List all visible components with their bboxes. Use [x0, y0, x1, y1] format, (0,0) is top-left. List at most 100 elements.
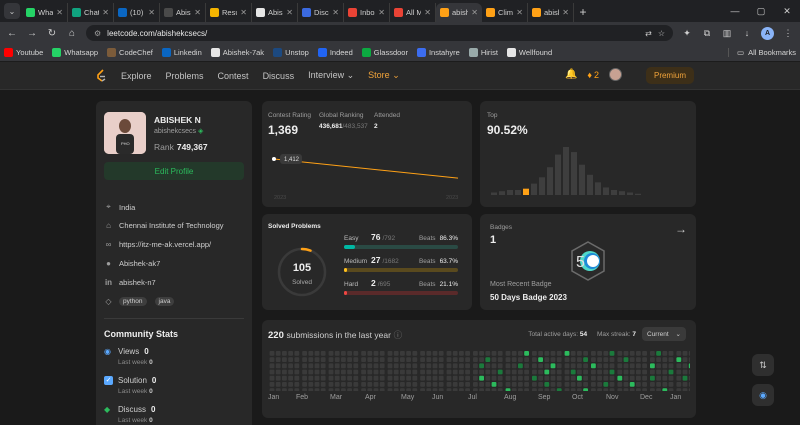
heatmap-cell[interactable]	[603, 388, 609, 391]
heatmap-cell[interactable]	[473, 369, 478, 375]
heatmap-cell[interactable]	[446, 375, 452, 381]
heatmap-cell[interactable]	[682, 375, 688, 381]
heatmap-cell[interactable]	[682, 351, 688, 356]
heatmap-cell[interactable]	[353, 363, 359, 369]
heatmap-cell[interactable]	[320, 375, 326, 381]
heatmap-cell[interactable]	[282, 357, 287, 362]
heatmap-cell[interactable]	[420, 351, 425, 356]
heatmap-cell[interactable]	[438, 375, 444, 381]
heatmap-cell[interactable]	[591, 388, 596, 391]
heatmap-cell[interactable]	[603, 357, 609, 362]
heatmap-cell[interactable]	[642, 382, 647, 387]
heatmap-cell[interactable]	[438, 382, 444, 387]
heatmap-cell[interactable]	[387, 388, 393, 391]
heatmap-cell[interactable]	[452, 363, 458, 369]
leetcode-logo-icon[interactable]	[95, 68, 107, 83]
heatmap-cell[interactable]	[426, 351, 432, 356]
heatmap-cell[interactable]	[341, 363, 346, 369]
bookmark-item[interactable]: Linkedin	[161, 48, 202, 57]
heatmap-cell[interactable]	[412, 375, 418, 381]
home-icon[interactable]: ⌂	[68, 27, 76, 39]
close-tab-icon[interactable]: ✕	[286, 8, 293, 17]
translate-icon[interactable]: ⇄	[645, 28, 652, 38]
streak-counter[interactable]: ♦ 2	[587, 70, 599, 80]
heatmap-cell[interactable]	[497, 369, 503, 375]
forward-icon[interactable]: →	[27, 27, 37, 39]
close-tab-icon[interactable]: ✕	[516, 8, 523, 17]
heatmap-cell[interactable]	[629, 351, 635, 356]
heatmap-cell[interactable]	[505, 375, 511, 381]
heatmap-cell[interactable]	[532, 369, 537, 375]
heatmap-cell[interactable]	[497, 351, 503, 356]
heatmap-cell[interactable]	[446, 351, 452, 356]
heatmap-cell[interactable]	[432, 369, 438, 375]
browser-tab[interactable]: Climb✕	[482, 3, 528, 22]
heatmap-cell[interactable]	[426, 363, 432, 369]
heatmap-cell[interactable]	[438, 351, 444, 356]
bookmark-item[interactable]: CodeChef	[107, 48, 153, 57]
heatmap-cell[interactable]	[459, 351, 464, 356]
heatmap-cell[interactable]	[269, 375, 275, 381]
heatmap-cell[interactable]	[269, 369, 275, 375]
heatmap-cell[interactable]	[556, 382, 562, 387]
heatmap-cell[interactable]	[636, 357, 641, 362]
heatmap-cell[interactable]	[577, 382, 582, 387]
heatmap-cell[interactable]	[314, 357, 320, 362]
heatmap-cell[interactable]	[609, 351, 615, 356]
heatmap-cell[interactable]	[491, 363, 497, 369]
heatmap-cell[interactable]	[524, 388, 529, 391]
heatmap-cell[interactable]	[556, 375, 562, 381]
heatmap-cell[interactable]	[623, 382, 629, 387]
heatmap-cell[interactable]	[353, 351, 359, 356]
heatmap-cell[interactable]	[459, 369, 464, 375]
heatmap-cell[interactable]	[334, 369, 340, 375]
heatmap-cell[interactable]	[302, 363, 307, 369]
heatmap-cell[interactable]	[438, 369, 444, 375]
heatmap-cell[interactable]	[353, 357, 359, 362]
bookmark-item[interactable]: Whatsapp	[52, 48, 98, 57]
heatmap-cell[interactable]	[544, 357, 550, 362]
heatmap-cell[interactable]	[497, 363, 503, 369]
heatmap-cell[interactable]	[636, 369, 641, 375]
heatmap-cell[interactable]	[603, 382, 609, 387]
browser-tab[interactable]: abishe✕	[528, 3, 574, 22]
heatmap-cell[interactable]	[379, 369, 385, 375]
heatmap-cell[interactable]	[347, 357, 352, 362]
heatmap-cell[interactable]	[636, 375, 641, 381]
heatmap-cell[interactable]	[511, 351, 517, 356]
heatmap-cell[interactable]	[328, 375, 334, 381]
heatmap-cell[interactable]	[452, 369, 458, 375]
heatmap-cell[interactable]	[373, 351, 379, 356]
back-icon[interactable]: ←	[7, 27, 17, 39]
heatmap-cell[interactable]	[676, 363, 682, 369]
heatmap-cell[interactable]	[544, 351, 550, 356]
heatmap-cell[interactable]	[367, 382, 373, 387]
heatmap-cell[interactable]	[393, 369, 399, 375]
heatmap-cell[interactable]	[505, 357, 511, 362]
heatmap-cell[interactable]	[564, 357, 570, 362]
heatmap-cell[interactable]	[473, 351, 478, 356]
heatmap-cell[interactable]	[636, 388, 641, 391]
heatmap-cell[interactable]	[662, 369, 668, 375]
heatmap-cell[interactable]	[676, 388, 682, 391]
heatmap-cell[interactable]	[275, 363, 281, 369]
heatmap-cell[interactable]	[656, 357, 661, 362]
heatmap-cell[interactable]	[688, 363, 690, 369]
heatmap-cell[interactable]	[361, 375, 366, 381]
heatmap-cell[interactable]	[682, 382, 688, 387]
heatmap-cell[interactable]	[459, 357, 464, 362]
heatmap-cell[interactable]	[583, 357, 588, 362]
heatmap-cell[interactable]	[642, 351, 647, 356]
user-avatar[interactable]	[609, 68, 622, 81]
heatmap-cell[interactable]	[282, 369, 287, 375]
heatmap-cell[interactable]	[288, 369, 293, 375]
heatmap-cell[interactable]	[334, 351, 340, 356]
heatmap-cell[interactable]	[406, 388, 411, 391]
heatmap-cell[interactable]	[617, 351, 623, 356]
heatmap-cell[interactable]	[367, 357, 373, 362]
heatmap-cell[interactable]	[294, 351, 300, 356]
heatmap-cell[interactable]	[379, 363, 385, 369]
heatmap-cell[interactable]	[688, 388, 690, 391]
heatmap-cell[interactable]	[668, 388, 674, 391]
heatmap-cell[interactable]	[465, 388, 470, 391]
